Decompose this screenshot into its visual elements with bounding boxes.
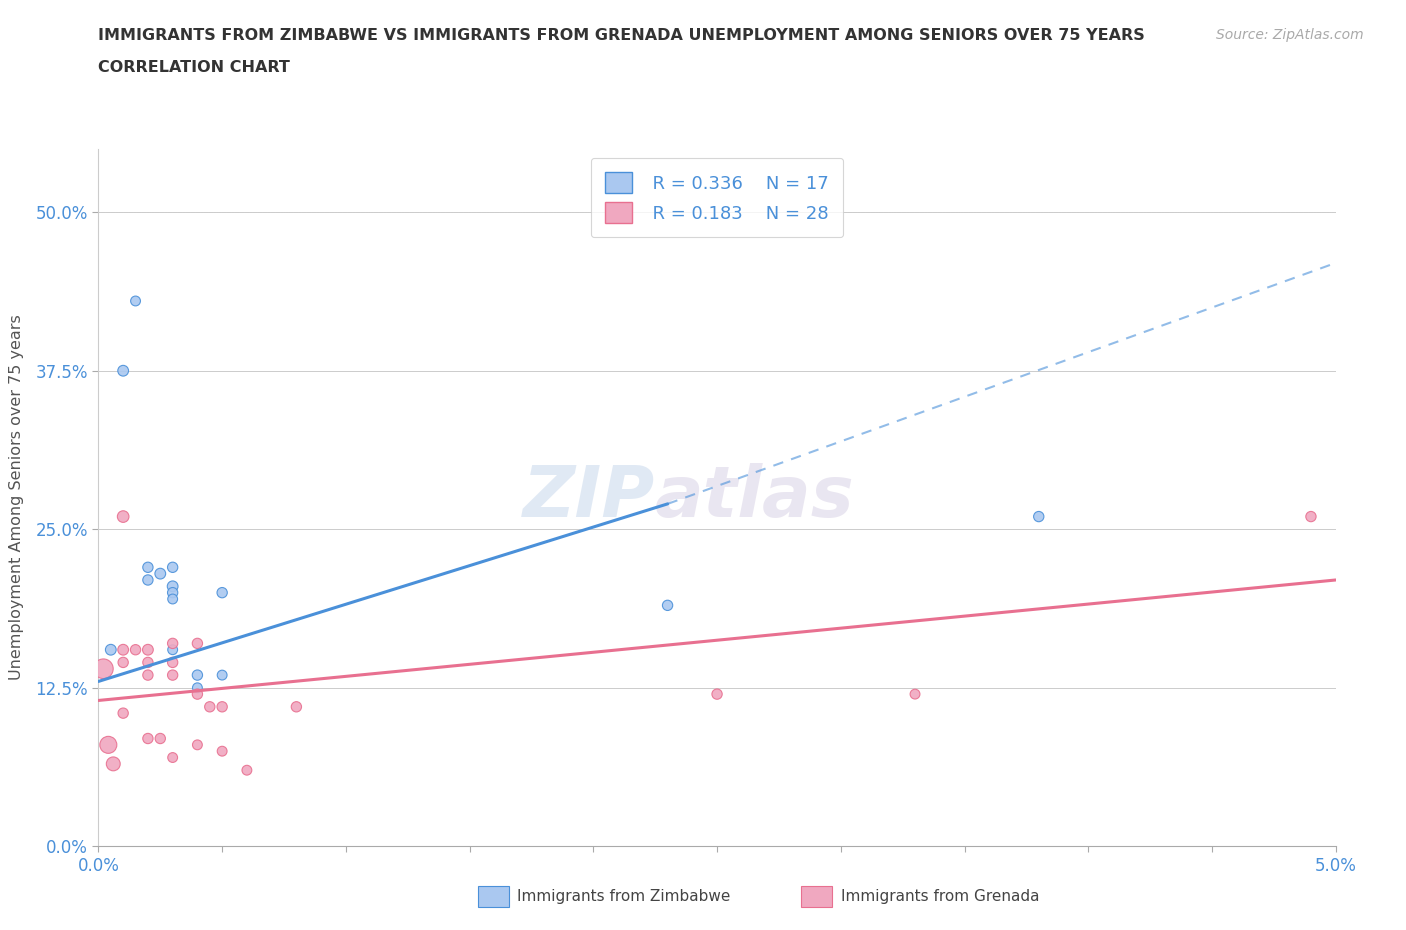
Point (657, 598, 679, 613)
Point (97, 737, 120, 752)
Point (136, 573, 159, 588)
Point (136, 668, 159, 683)
Point (162, 578, 184, 593)
Point (211, 744, 233, 759)
Point (149, 566, 172, 581)
Point (186, 636, 208, 651)
Point (112, 364, 135, 379)
Point (112, 643, 135, 658)
Point (100, 643, 122, 658)
Point (1299, 509, 1322, 524)
Legend:   R = 0.336    N = 17,   R = 0.183    N = 28: R = 0.336 N = 17, R = 0.183 N = 28 (591, 158, 844, 237)
Point (904, 686, 927, 701)
Point (162, 668, 184, 683)
Point (186, 686, 208, 701)
Point (162, 655, 184, 670)
Point (162, 636, 184, 651)
Text: Immigrants from Zimbabwe: Immigrants from Zimbabwe (517, 889, 731, 904)
Point (211, 668, 233, 683)
Point (211, 585, 233, 600)
Point (112, 706, 135, 721)
Point (124, 643, 146, 658)
Point (236, 763, 259, 777)
Point (124, 294, 146, 309)
Y-axis label: Unemployment Among Seniors over 75 years: Unemployment Among Seniors over 75 years (10, 314, 24, 681)
Text: ZIP: ZIP (523, 463, 655, 532)
Point (162, 585, 184, 600)
Point (706, 686, 728, 701)
Point (186, 668, 208, 683)
Point (103, 756, 125, 771)
Point (198, 699, 221, 714)
Point (285, 699, 308, 714)
Point (93, 661, 115, 676)
Point (136, 731, 159, 746)
Point (136, 643, 159, 658)
Text: Source: ZipAtlas.com: Source: ZipAtlas.com (1216, 28, 1364, 42)
Point (149, 731, 172, 746)
Text: Immigrants from Grenada: Immigrants from Grenada (841, 889, 1039, 904)
Point (211, 699, 233, 714)
Point (136, 655, 159, 670)
Text: IMMIGRANTS FROM ZIMBABWE VS IMMIGRANTS FROM GRENADA UNEMPLOYMENT AMONG SENIORS O: IMMIGRANTS FROM ZIMBABWE VS IMMIGRANTS F… (98, 28, 1144, 43)
Text: atlas: atlas (655, 463, 855, 532)
Point (162, 560, 184, 575)
Point (1028, 509, 1050, 524)
Text: CORRELATION CHART: CORRELATION CHART (98, 60, 290, 75)
Point (186, 737, 208, 752)
Point (186, 681, 208, 696)
Point (112, 509, 135, 524)
Point (162, 751, 184, 765)
Point (112, 655, 135, 670)
Point (162, 643, 184, 658)
Point (162, 591, 184, 606)
Point (136, 560, 159, 575)
